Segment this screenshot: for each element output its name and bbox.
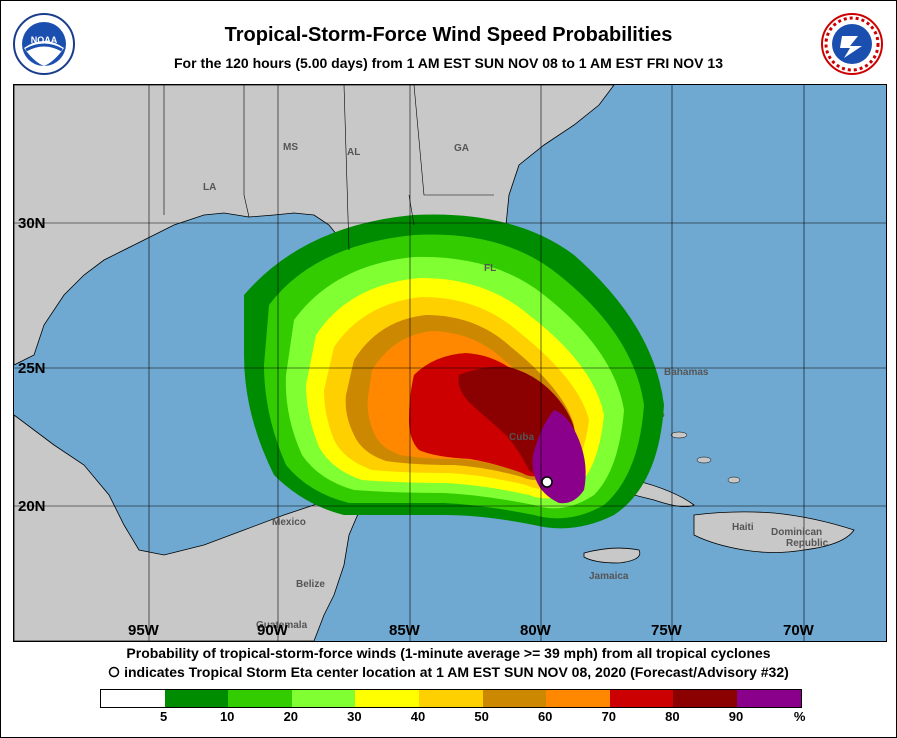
region-label-ga: GA [454, 143, 469, 154]
legend-swatch [418, 690, 483, 707]
map-svg: MS AL GA LA FL Bahamas Cuba Mexico Beliz… [14, 85, 886, 641]
mexico-landmass [14, 414, 365, 641]
legend-tick-label: 50 [474, 709, 489, 724]
legend-swatch [736, 690, 801, 707]
lon-label-70w: 70W [783, 622, 815, 639]
region-label-dominican: Dominican [771, 527, 822, 538]
noaa-logo-text: NOAA [31, 35, 58, 45]
region-label-mexico: Mexico [272, 517, 306, 528]
lon-label-80w: 80W [520, 622, 552, 639]
lat-label-30n: 30N [18, 215, 46, 232]
lon-label-90w: 90W [257, 622, 289, 639]
region-label-jamaica: Jamaica [589, 571, 629, 582]
nws-logo [820, 12, 884, 76]
lat-label-25n: 25N [18, 360, 46, 377]
legend-swatch [355, 690, 419, 707]
region-label-fl: FL [484, 263, 496, 274]
jamaica [583, 547, 641, 564]
region-label-republic: Republic [786, 538, 829, 549]
legend-tick-label: 30 [347, 709, 362, 724]
probability-contours [244, 214, 664, 529]
state-boundaries [163, 85, 494, 251]
caption-storm-center: indicates Tropical Storm Eta center loca… [0, 664, 897, 680]
page-subtitle: For the 120 hours (5.00 days) from 1 AM … [174, 55, 723, 71]
legend-tick-label: % [793, 709, 806, 724]
legend-tick-label: 5 [159, 709, 168, 724]
legend-tick-label: 10 [219, 709, 235, 724]
region-label-ms: MS [283, 142, 298, 153]
legend-tick-label: 80 [665, 709, 680, 724]
lon-label-95w: 95W [128, 622, 160, 639]
region-label-belize: Belize [296, 579, 325, 590]
storm-center-legend-icon [108, 666, 120, 678]
legend-swatch [228, 690, 292, 707]
storm-center-marker [541, 476, 553, 488]
lon-label-85w: 85W [389, 622, 421, 639]
region-label-guatemala: Guatemala [256, 620, 308, 631]
region-label-la: LA [203, 182, 216, 193]
legend-tick-label: 40 [410, 709, 426, 724]
graticule [14, 85, 886, 641]
region-label-bahamas: Bahamas [664, 367, 709, 378]
legend-tick-label: 90 [728, 709, 744, 724]
legend-tick-label: 20 [283, 709, 299, 724]
caption-probability: Probability of tropical-storm-force wind… [126, 645, 771, 661]
legend-swatch [164, 690, 229, 707]
region-label-cuba: Cuba [509, 432, 534, 443]
probability-legend [100, 689, 802, 708]
caption-storm-center-text: indicates Tropical Storm Eta center loca… [124, 664, 789, 680]
region-label-haiti: Haiti [732, 522, 754, 533]
legend-tick-label: 60 [537, 709, 553, 724]
lon-label-75w: 75W [651, 622, 683, 639]
legend-swatch [482, 690, 547, 707]
page-title: Tropical-Storm-Force Wind Speed Probabil… [224, 24, 673, 46]
noaa-logo: NOAA [12, 12, 76, 76]
legend-swatch [101, 690, 165, 707]
legend-swatch [609, 690, 674, 707]
region-label-al: AL [347, 147, 360, 158]
legend-swatch [546, 690, 610, 707]
probability-map: MS AL GA LA FL Bahamas Cuba Mexico Beliz… [13, 84, 887, 642]
lat-label-20n: 20N [18, 498, 46, 515]
legend-tick-label: 70 [601, 709, 617, 724]
legend-swatch [291, 690, 356, 707]
hispaniola [693, 511, 855, 553]
legend-swatch [673, 690, 737, 707]
